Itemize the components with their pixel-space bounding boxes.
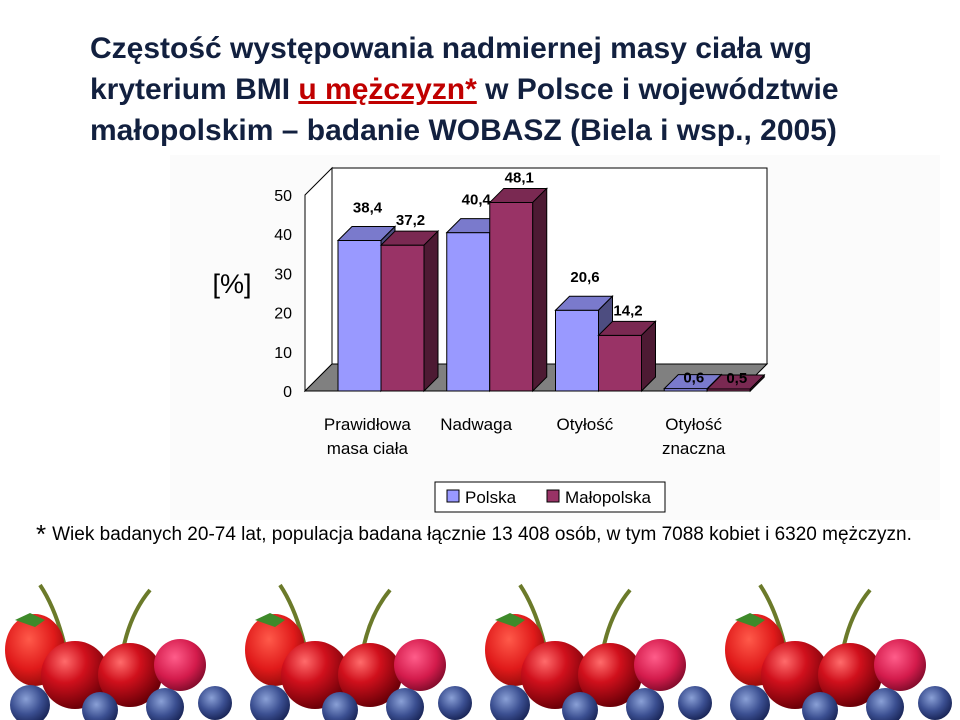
x-tick-label: Prawidłowa [324, 415, 411, 434]
x-tick-label: masa ciała [327, 439, 409, 458]
legend-label: Polska [465, 488, 517, 507]
title-highlight: u mężczyzn* [298, 73, 477, 106]
fruit-cluster [5, 583, 232, 720]
bar-chart: 0 10 20 30 40 50 [%] 38,4 37,2 Prawidłowa masa cia… [212, 166, 769, 513]
data-label: 14,2 [613, 302, 642, 319]
x-tick-label: znaczna [662, 439, 726, 458]
bar-side [423, 229, 439, 393]
bar-side [749, 373, 765, 393]
y-tick-label: 30 [274, 266, 292, 283]
page-title: Częstość występowania nadmiernej masy ci… [90, 28, 930, 151]
bar-front [337, 239, 382, 392]
chart-legend: Polska Małopolska [434, 481, 666, 513]
decorative-fruit-border [5, 583, 954, 720]
fruit-cluster-2 [243, 583, 474, 720]
data-label: 40,4 [462, 192, 492, 209]
bar-front [489, 201, 534, 392]
bar-side [641, 320, 656, 393]
chart-side-wall [304, 166, 333, 393]
title-part-2: w Polsce i województwie małopolskim – ba… [90, 73, 839, 147]
data-label: 0,6 [683, 370, 704, 387]
x-tick-label: Otyłość [557, 415, 614, 434]
legend-swatch [546, 489, 560, 503]
bar-front [380, 244, 425, 392]
footnote-star: * [36, 519, 47, 549]
data-label: 20,6 [570, 269, 599, 286]
bar-front [555, 309, 599, 392]
y-tick-label: 50 [274, 188, 292, 205]
y-axis-label: [%] [212, 269, 251, 299]
footnote-text: Wiek badanych 20-74 lat, populacja badan… [52, 524, 912, 545]
y-tick-label: 20 [274, 306, 292, 323]
bar-side [532, 187, 548, 393]
bar-front [446, 232, 491, 392]
y-tick-label: 40 [274, 227, 292, 244]
data-label: 0,5 [726, 370, 747, 387]
fruit-cluster-4 [723, 583, 954, 720]
data-label: 37,2 [396, 212, 425, 229]
x-tick-label: Otyłość [665, 415, 722, 434]
y-tick-label: 10 [274, 345, 292, 362]
x-tick-label: Nadwaga [440, 415, 512, 434]
fruit-cluster-3 [483, 583, 714, 720]
legend-swatch [446, 489, 460, 503]
data-label: 38,4 [353, 199, 383, 216]
footnote: * Wiek badanych 20-74 lat, populacja bada… [36, 519, 936, 549]
bar-front [598, 334, 642, 392]
legend-label: Małopolska [565, 488, 652, 507]
data-label: 48,1 [505, 169, 534, 186]
y-tick-label: 0 [283, 384, 292, 401]
title-part-1: Częstość występowania nadmiernej masy ci… [90, 32, 812, 106]
